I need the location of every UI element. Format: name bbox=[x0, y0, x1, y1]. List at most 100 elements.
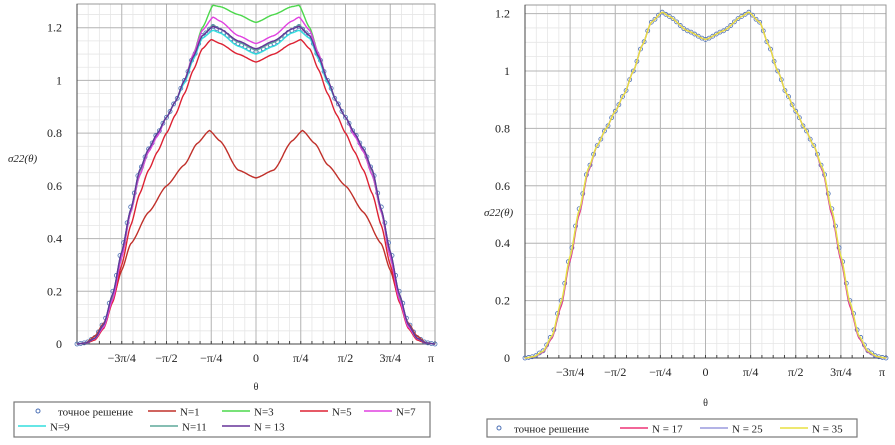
data-point bbox=[605, 123, 611, 129]
data-point bbox=[706, 35, 712, 41]
data-point bbox=[739, 14, 744, 19]
x-tick-label: −π/2 bbox=[155, 351, 177, 365]
data-point bbox=[332, 95, 338, 101]
legend: точное решение N=1 N=3 N=5 N=7 N=9 N=11 N = 13 bbox=[13, 401, 431, 438]
y-tick-label: 0.8 bbox=[47, 126, 62, 140]
data-point bbox=[804, 128, 809, 134]
legend-entry: N=1 bbox=[148, 407, 200, 419]
data-point bbox=[793, 108, 799, 114]
data-point bbox=[598, 136, 604, 142]
data-point bbox=[746, 9, 752, 15]
data-point bbox=[670, 16, 676, 22]
legend-entry: N=3 bbox=[222, 407, 274, 419]
data-point bbox=[174, 95, 180, 101]
legend-entry: N=7 bbox=[364, 407, 416, 419]
y-tick-label: 0.8 bbox=[495, 121, 510, 135]
legend-label: N=7 bbox=[396, 407, 416, 419]
data-point bbox=[710, 33, 716, 39]
x-tick-label: 0 bbox=[703, 365, 709, 379]
legend-label: N=9 bbox=[50, 422, 70, 434]
data-point bbox=[303, 30, 309, 36]
legend-label: N=1 bbox=[180, 407, 200, 419]
y-tick-label: 1.2 bbox=[47, 21, 62, 35]
x-tick-label: 3π/4 bbox=[380, 351, 401, 365]
data-point bbox=[807, 136, 813, 142]
y-tick-label: 0.6 bbox=[495, 179, 510, 193]
legend-entry: N = 17 bbox=[620, 424, 683, 436]
legend-entry: N=9 bbox=[18, 422, 70, 434]
y-tick-label: 1 bbox=[56, 73, 62, 87]
legend-label: точное решение bbox=[58, 407, 133, 419]
data-point bbox=[757, 19, 763, 25]
x-tick-label: π/2 bbox=[338, 351, 353, 365]
x-tick-label: 3π/4 bbox=[830, 365, 851, 379]
data-point bbox=[796, 115, 802, 121]
data-point bbox=[207, 26, 212, 32]
data-point bbox=[300, 26, 305, 32]
legend-entry: N = 35 bbox=[780, 424, 843, 436]
legend-label: N = 25 bbox=[732, 424, 763, 436]
data-point bbox=[659, 9, 665, 15]
legend-label: N = 17 bbox=[652, 424, 683, 436]
legend-entry: точное решение bbox=[496, 424, 589, 436]
legend-entry: точное решение bbox=[35, 407, 133, 419]
data-point bbox=[789, 102, 795, 108]
x-tick-label: π/2 bbox=[788, 365, 803, 379]
data-point bbox=[674, 19, 680, 25]
data-point bbox=[753, 16, 759, 22]
data-point bbox=[594, 143, 600, 149]
x-axis-label: θ bbox=[703, 398, 708, 409]
data-point bbox=[695, 33, 701, 39]
legend-label: N = 35 bbox=[812, 424, 843, 436]
data-point bbox=[171, 101, 177, 107]
y-tick-label: 0.2 bbox=[47, 284, 62, 298]
data-point bbox=[335, 101, 341, 107]
data-point bbox=[343, 114, 348, 120]
legend-label: N=11 bbox=[182, 422, 207, 434]
x-axis-label: θ bbox=[254, 382, 259, 393]
data-point bbox=[164, 114, 169, 120]
y-tick-label: 0.4 bbox=[495, 236, 510, 250]
series-line-n=1 bbox=[76, 129, 436, 345]
legend-entry: N=5 bbox=[300, 407, 352, 419]
plot-1: 0 0.2 0.4 0.6 0.8 1 1.2 −3π/4 −π/2 −π/4 0 π/4 π/2 3π/… bbox=[8, 3, 438, 438]
data-point bbox=[688, 29, 694, 35]
data-point bbox=[677, 23, 683, 28]
data-point bbox=[750, 12, 755, 18]
data-point bbox=[800, 123, 806, 129]
data-point bbox=[724, 26, 730, 32]
legend-box bbox=[486, 418, 858, 438]
x-tick-label: −π/4 bbox=[649, 365, 671, 379]
data-point bbox=[612, 108, 618, 114]
x-tick-label: −π/4 bbox=[200, 351, 222, 365]
legend-entry: N=11 bbox=[150, 422, 207, 434]
data-point bbox=[663, 11, 669, 17]
data-point bbox=[782, 88, 788, 93]
data-point bbox=[735, 16, 741, 22]
data-point bbox=[609, 115, 615, 121]
y-tick-label: 1.2 bbox=[495, 7, 510, 21]
legend-box bbox=[13, 401, 431, 438]
x-tick-label: −3π/4 bbox=[108, 351, 136, 365]
x-tick-label: π bbox=[879, 365, 885, 379]
data-point bbox=[630, 68, 636, 74]
x-tick-label: −π/2 bbox=[604, 365, 626, 379]
data-point bbox=[616, 102, 622, 108]
data-point bbox=[786, 94, 791, 99]
legend-label: N = 13 bbox=[254, 422, 285, 434]
data-point bbox=[731, 19, 737, 25]
series-line-n=13 bbox=[76, 25, 436, 345]
x-tick-label: π/4 bbox=[293, 351, 308, 365]
data-point bbox=[728, 23, 734, 28]
legend-entry: N = 13 bbox=[222, 422, 285, 434]
data-point bbox=[667, 14, 672, 19]
data-point bbox=[713, 31, 719, 37]
series-line-n=5 bbox=[76, 38, 436, 345]
data-point bbox=[681, 26, 687, 32]
data-point bbox=[652, 16, 658, 22]
legend-label: N=3 bbox=[254, 407, 274, 419]
data-point bbox=[602, 128, 607, 134]
legend-marker bbox=[496, 425, 502, 431]
legend: точное решение N = 17 N = 25 N = 35 bbox=[486, 418, 858, 438]
